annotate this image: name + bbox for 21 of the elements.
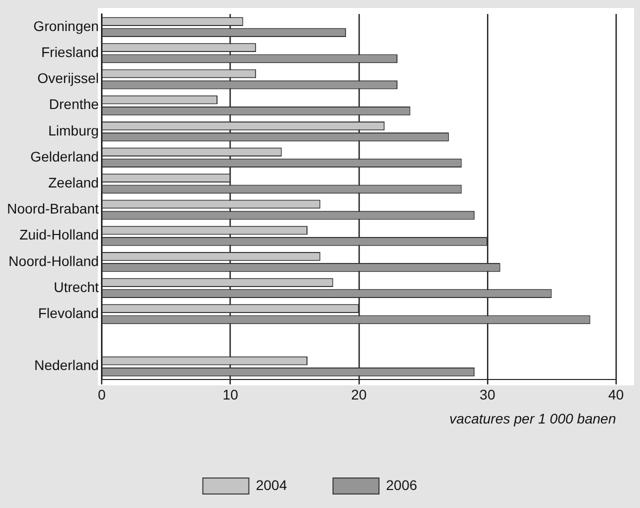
y-tick-label: Noord-Brabant <box>7 200 99 217</box>
legend-label: 2004 <box>256 476 288 493</box>
x-axis-title: vacatures per 1 000 banen <box>449 410 616 426</box>
y-tick-label: Noord-Holland <box>8 252 99 269</box>
y-tick-label: Utrecht <box>54 278 99 295</box>
y-tick-label: Nederland <box>34 357 99 374</box>
y-tick-label: Drenthe <box>49 96 100 112</box>
y-tick-label: Flevoland <box>38 305 99 322</box>
y-tick-label: Zeeland <box>48 174 99 191</box>
y-tick-label: Groningen <box>33 18 99 34</box>
y-tick-label: Zuid-Holland <box>19 226 99 243</box>
legend-label: 2006 <box>386 476 418 493</box>
x-tick-label: 40 <box>608 386 624 403</box>
x-tick-label: 30 <box>480 386 496 403</box>
x-tick-label: 20 <box>351 386 367 403</box>
x-tick-label: 10 <box>222 386 238 403</box>
y-tick-label: Limburg <box>48 122 99 138</box>
y-tick-label: Overijssel <box>37 70 99 86</box>
y-tick-label: Friesland <box>41 44 99 60</box>
x-tick-label: 0 <box>98 386 106 403</box>
y-tick-label: Gelderland <box>30 148 99 164</box>
